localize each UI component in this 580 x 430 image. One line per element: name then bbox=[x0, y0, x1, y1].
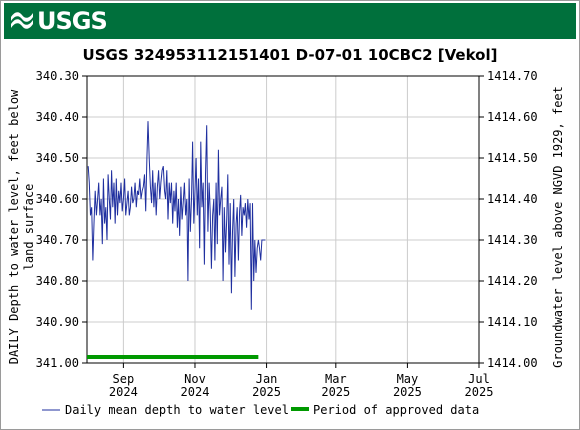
right-tick-label: 1414.00 bbox=[487, 356, 538, 370]
left-tick-label: 340.60 bbox=[36, 192, 79, 206]
legend-daily-label: Daily mean depth to water level bbox=[65, 403, 289, 417]
y-right-label: Groundwater level above NGVD 1929, feet bbox=[551, 86, 565, 368]
left-tick-label: 341.00 bbox=[36, 356, 79, 370]
grid-lines bbox=[87, 76, 479, 363]
right-tick-label: 1414.60 bbox=[487, 110, 538, 124]
left-tick-label: 340.40 bbox=[36, 110, 79, 124]
usgs-logo: USGS bbox=[10, 7, 108, 35]
x-tick-month: Jan bbox=[256, 372, 278, 386]
x-tick-year: 2025 bbox=[465, 385, 494, 399]
right-tick-label: 1414.20 bbox=[487, 274, 538, 288]
left-tick-label: 340.50 bbox=[36, 151, 79, 165]
legend-approved-label: Period of approved data bbox=[313, 403, 479, 417]
x-tick-month: Mar bbox=[325, 372, 347, 386]
y-left-label-line2: land surface bbox=[22, 184, 36, 271]
x-tick-year: 2025 bbox=[321, 385, 350, 399]
left-tick-label: 340.80 bbox=[36, 274, 79, 288]
left-axis-ticks: 340.30 340.40 340.50 340.60 340.70 340.80 340.… bbox=[36, 69, 87, 370]
x-tick-month: Sep bbox=[113, 372, 135, 386]
x-tick-year: 2024 bbox=[181, 385, 210, 399]
x-tick-month: Nov bbox=[184, 372, 206, 386]
usgs-banner: USGS bbox=[4, 3, 576, 39]
x-tick-year: 2025 bbox=[393, 385, 422, 399]
usgs-logo-text: USGS bbox=[37, 7, 108, 35]
y-left-label-line1: DAILY Depth to water level, feet below bbox=[7, 89, 21, 364]
plot-area bbox=[86, 75, 480, 364]
chart-title: USGS 324953112151401 D-07-01 10CBC2 [Vek… bbox=[83, 46, 498, 64]
right-tick-label: 1414.40 bbox=[487, 192, 538, 206]
right-axis-ticks: 1414.70 1414.60 1414.50 1414.40 1414.30 1414.… bbox=[479, 69, 538, 370]
x-tick-month: May bbox=[397, 372, 419, 386]
usgs-wave-logo-icon bbox=[11, 12, 33, 29]
right-tick-label: 1414.30 bbox=[487, 233, 538, 247]
x-tick-year: 2025 bbox=[252, 385, 281, 399]
right-tick-label: 1414.10 bbox=[487, 315, 538, 329]
right-tick-label: 1414.70 bbox=[487, 69, 538, 83]
x-axis-ticks: Sep2024Nov2024Jan2025Mar2025May2025Jul20… bbox=[109, 363, 494, 399]
left-tick-label: 340.30 bbox=[36, 69, 79, 83]
left-tick-label: 340.90 bbox=[36, 315, 79, 329]
x-tick-year: 2024 bbox=[109, 385, 138, 399]
right-tick-label: 1414.50 bbox=[487, 151, 538, 165]
data-series bbox=[87, 121, 266, 310]
daily-mean-depth-line bbox=[87, 121, 266, 310]
x-tick-month: Jul bbox=[468, 372, 490, 386]
left-tick-label: 340.70 bbox=[36, 233, 79, 247]
